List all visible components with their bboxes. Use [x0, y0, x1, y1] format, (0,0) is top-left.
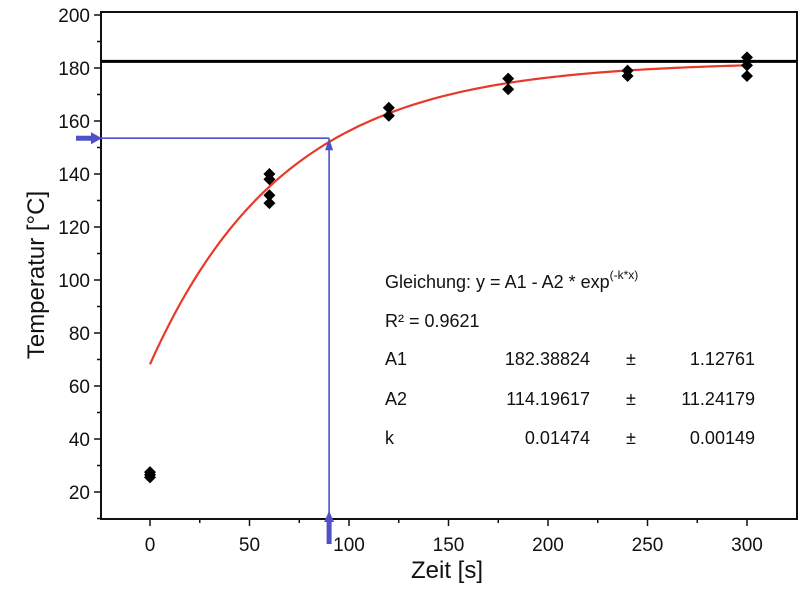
data-point	[741, 69, 753, 82]
y-tick-label: 40	[69, 430, 90, 451]
y-tick-label: 180	[58, 59, 90, 80]
param-value: 182.38824	[505, 349, 590, 369]
param-error: 11.24179	[681, 389, 755, 409]
y-tick-label: 60	[69, 377, 90, 398]
param-name: k	[385, 428, 395, 448]
data-point	[382, 101, 395, 114]
data-point	[263, 197, 276, 210]
data-point	[621, 64, 634, 77]
marker-arrow-x-axis-shaft	[326, 522, 332, 544]
param-name: A1	[385, 349, 407, 369]
x-tick-label: 200	[532, 535, 564, 556]
marker-arrow-x-axis	[324, 511, 335, 522]
x-tick-label: 300	[731, 535, 763, 556]
y-tick-label: 140	[58, 165, 90, 186]
marker-arrow-y-axis-shaft	[76, 135, 92, 141]
param-error: 1.12761	[690, 349, 755, 369]
equation-prefix: Gleichung: y = A1 - A2 * exp	[385, 272, 610, 292]
x-tick-label: 250	[632, 535, 664, 556]
param-name: A2	[385, 389, 407, 409]
equation-box: Gleichung: y = A1 - A2 * exp(-k*x) R² = …	[385, 268, 755, 448]
r-squared: R² = 0.9621	[385, 311, 480, 331]
y-tick-label: 160	[58, 112, 90, 133]
y-axis-title: Temperatur [°C]	[23, 191, 50, 359]
data-point	[144, 466, 156, 479]
x-axis-title: Zeit [s]	[411, 557, 483, 584]
fit-curve	[148, 64, 748, 365]
data-point	[263, 189, 276, 202]
equation-line: Gleichung: y = A1 - A2 * exp(-k*x)	[385, 268, 638, 292]
equation-exponent: (-k*x)	[610, 268, 639, 282]
y-tick-label: 20	[69, 483, 90, 504]
param-error: 0.00149	[690, 428, 755, 448]
x-tick-label: 150	[433, 535, 465, 556]
y-tick-label: 200	[58, 6, 90, 27]
param-pm: ±	[626, 389, 636, 409]
lines-layer	[76, 59, 797, 544]
data-point	[502, 83, 515, 96]
data-point	[741, 59, 753, 72]
marker-arrowhead-up	[325, 138, 334, 151]
marker-arrow-y-axis	[91, 132, 102, 145]
y-tick-label: 80	[69, 324, 90, 345]
data-point	[382, 109, 395, 122]
y-tick-label: 100	[58, 271, 90, 292]
y-tick-label: 120	[58, 218, 90, 239]
points-layer	[144, 51, 753, 484]
param-pm: ±	[626, 349, 636, 369]
data-point	[263, 168, 276, 180]
x-tick-label: 0	[145, 535, 156, 556]
data-point	[502, 72, 515, 85]
param-value: 114.19617	[506, 389, 590, 409]
axes-layer: 0 50 100 150 200 250 300 20 40 60 80 100 120 140 160 18…	[58, 6, 798, 556]
data-point	[741, 51, 753, 64]
x-tick-label: 50	[239, 535, 260, 556]
param-pm: ±	[626, 428, 636, 448]
param-value: 0.01474	[525, 428, 590, 448]
x-tick-label: 100	[333, 535, 365, 556]
